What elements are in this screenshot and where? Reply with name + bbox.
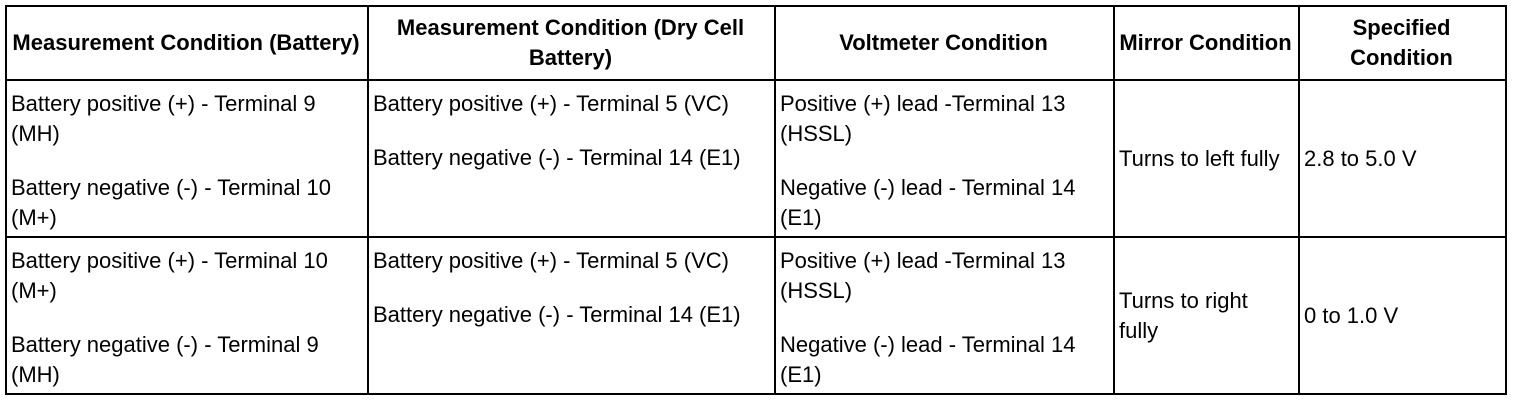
table-row: Battery positive (+) - Terminal 10 (M+) … bbox=[5, 236, 1507, 395]
header-measurement-battery: Measurement Condition (Battery) bbox=[5, 5, 369, 81]
cell-voltmeter: Positive (+) lead -Terminal 13 (HSSL) Ne… bbox=[774, 236, 1115, 395]
cell-dry-cell: Battery positive (+) - Terminal 5 (VC) B… bbox=[367, 79, 776, 238]
header-specified-condition: Specified Condition bbox=[1298, 5, 1507, 81]
voltmeter-negative-text: Negative (-) lead - Terminal 14 (E1) bbox=[780, 332, 1076, 387]
cell-specified: 2.8 to 5.0 V bbox=[1298, 79, 1507, 238]
measurement-condition-table: Measurement Condition (Battery) Measurem… bbox=[5, 5, 1507, 395]
battery-positive-text: Battery positive (+) - Terminal 10 (M+) bbox=[11, 248, 328, 303]
cell-battery: Battery positive (+) - Terminal 10 (M+) … bbox=[5, 236, 369, 395]
cell-mirror: Turns to right fully bbox=[1113, 236, 1300, 395]
cell-mirror: Turns to left fully bbox=[1113, 79, 1300, 238]
dry-cell-positive-text: Battery positive (+) - Terminal 5 (VC) bbox=[373, 248, 729, 273]
battery-negative-text: Battery negative (-) - Terminal 9 (MH) bbox=[11, 332, 319, 387]
battery-negative-text: Battery negative (-) - Terminal 10 (M+) bbox=[11, 175, 331, 230]
dry-cell-negative-text: Battery negative (-) - Terminal 14 (E1) bbox=[373, 145, 741, 170]
voltmeter-negative-text: Negative (-) lead - Terminal 14 (E1) bbox=[780, 175, 1076, 230]
header-row: Measurement Condition (Battery) Measurem… bbox=[5, 5, 1507, 81]
header-voltmeter-condition: Voltmeter Condition bbox=[774, 5, 1115, 81]
dry-cell-negative-text: Battery negative (-) - Terminal 14 (E1) bbox=[373, 302, 741, 327]
cell-voltmeter: Positive (+) lead -Terminal 13 (HSSL) Ne… bbox=[774, 79, 1115, 238]
cell-battery: Battery positive (+) - Terminal 9 (MH) B… bbox=[5, 79, 369, 238]
table-row: Battery positive (+) - Terminal 9 (MH) B… bbox=[5, 79, 1507, 238]
voltmeter-positive-text: Positive (+) lead -Terminal 13 (HSSL) bbox=[780, 248, 1066, 303]
dry-cell-positive-text: Battery positive (+) - Terminal 5 (VC) bbox=[373, 91, 729, 116]
condition-table-container: Measurement Condition (Battery) Measurem… bbox=[5, 5, 1507, 395]
battery-positive-text: Battery positive (+) - Terminal 9 (MH) bbox=[11, 91, 316, 146]
cell-specified: 0 to 1.0 V bbox=[1298, 236, 1507, 395]
header-mirror-condition: Mirror Condition bbox=[1113, 5, 1300, 81]
cell-dry-cell: Battery positive (+) - Terminal 5 (VC) B… bbox=[367, 236, 776, 395]
voltmeter-positive-text: Positive (+) lead -Terminal 13 (HSSL) bbox=[780, 91, 1066, 146]
header-measurement-dry-cell: Measurement Condition (Dry Cell Battery) bbox=[367, 5, 776, 81]
